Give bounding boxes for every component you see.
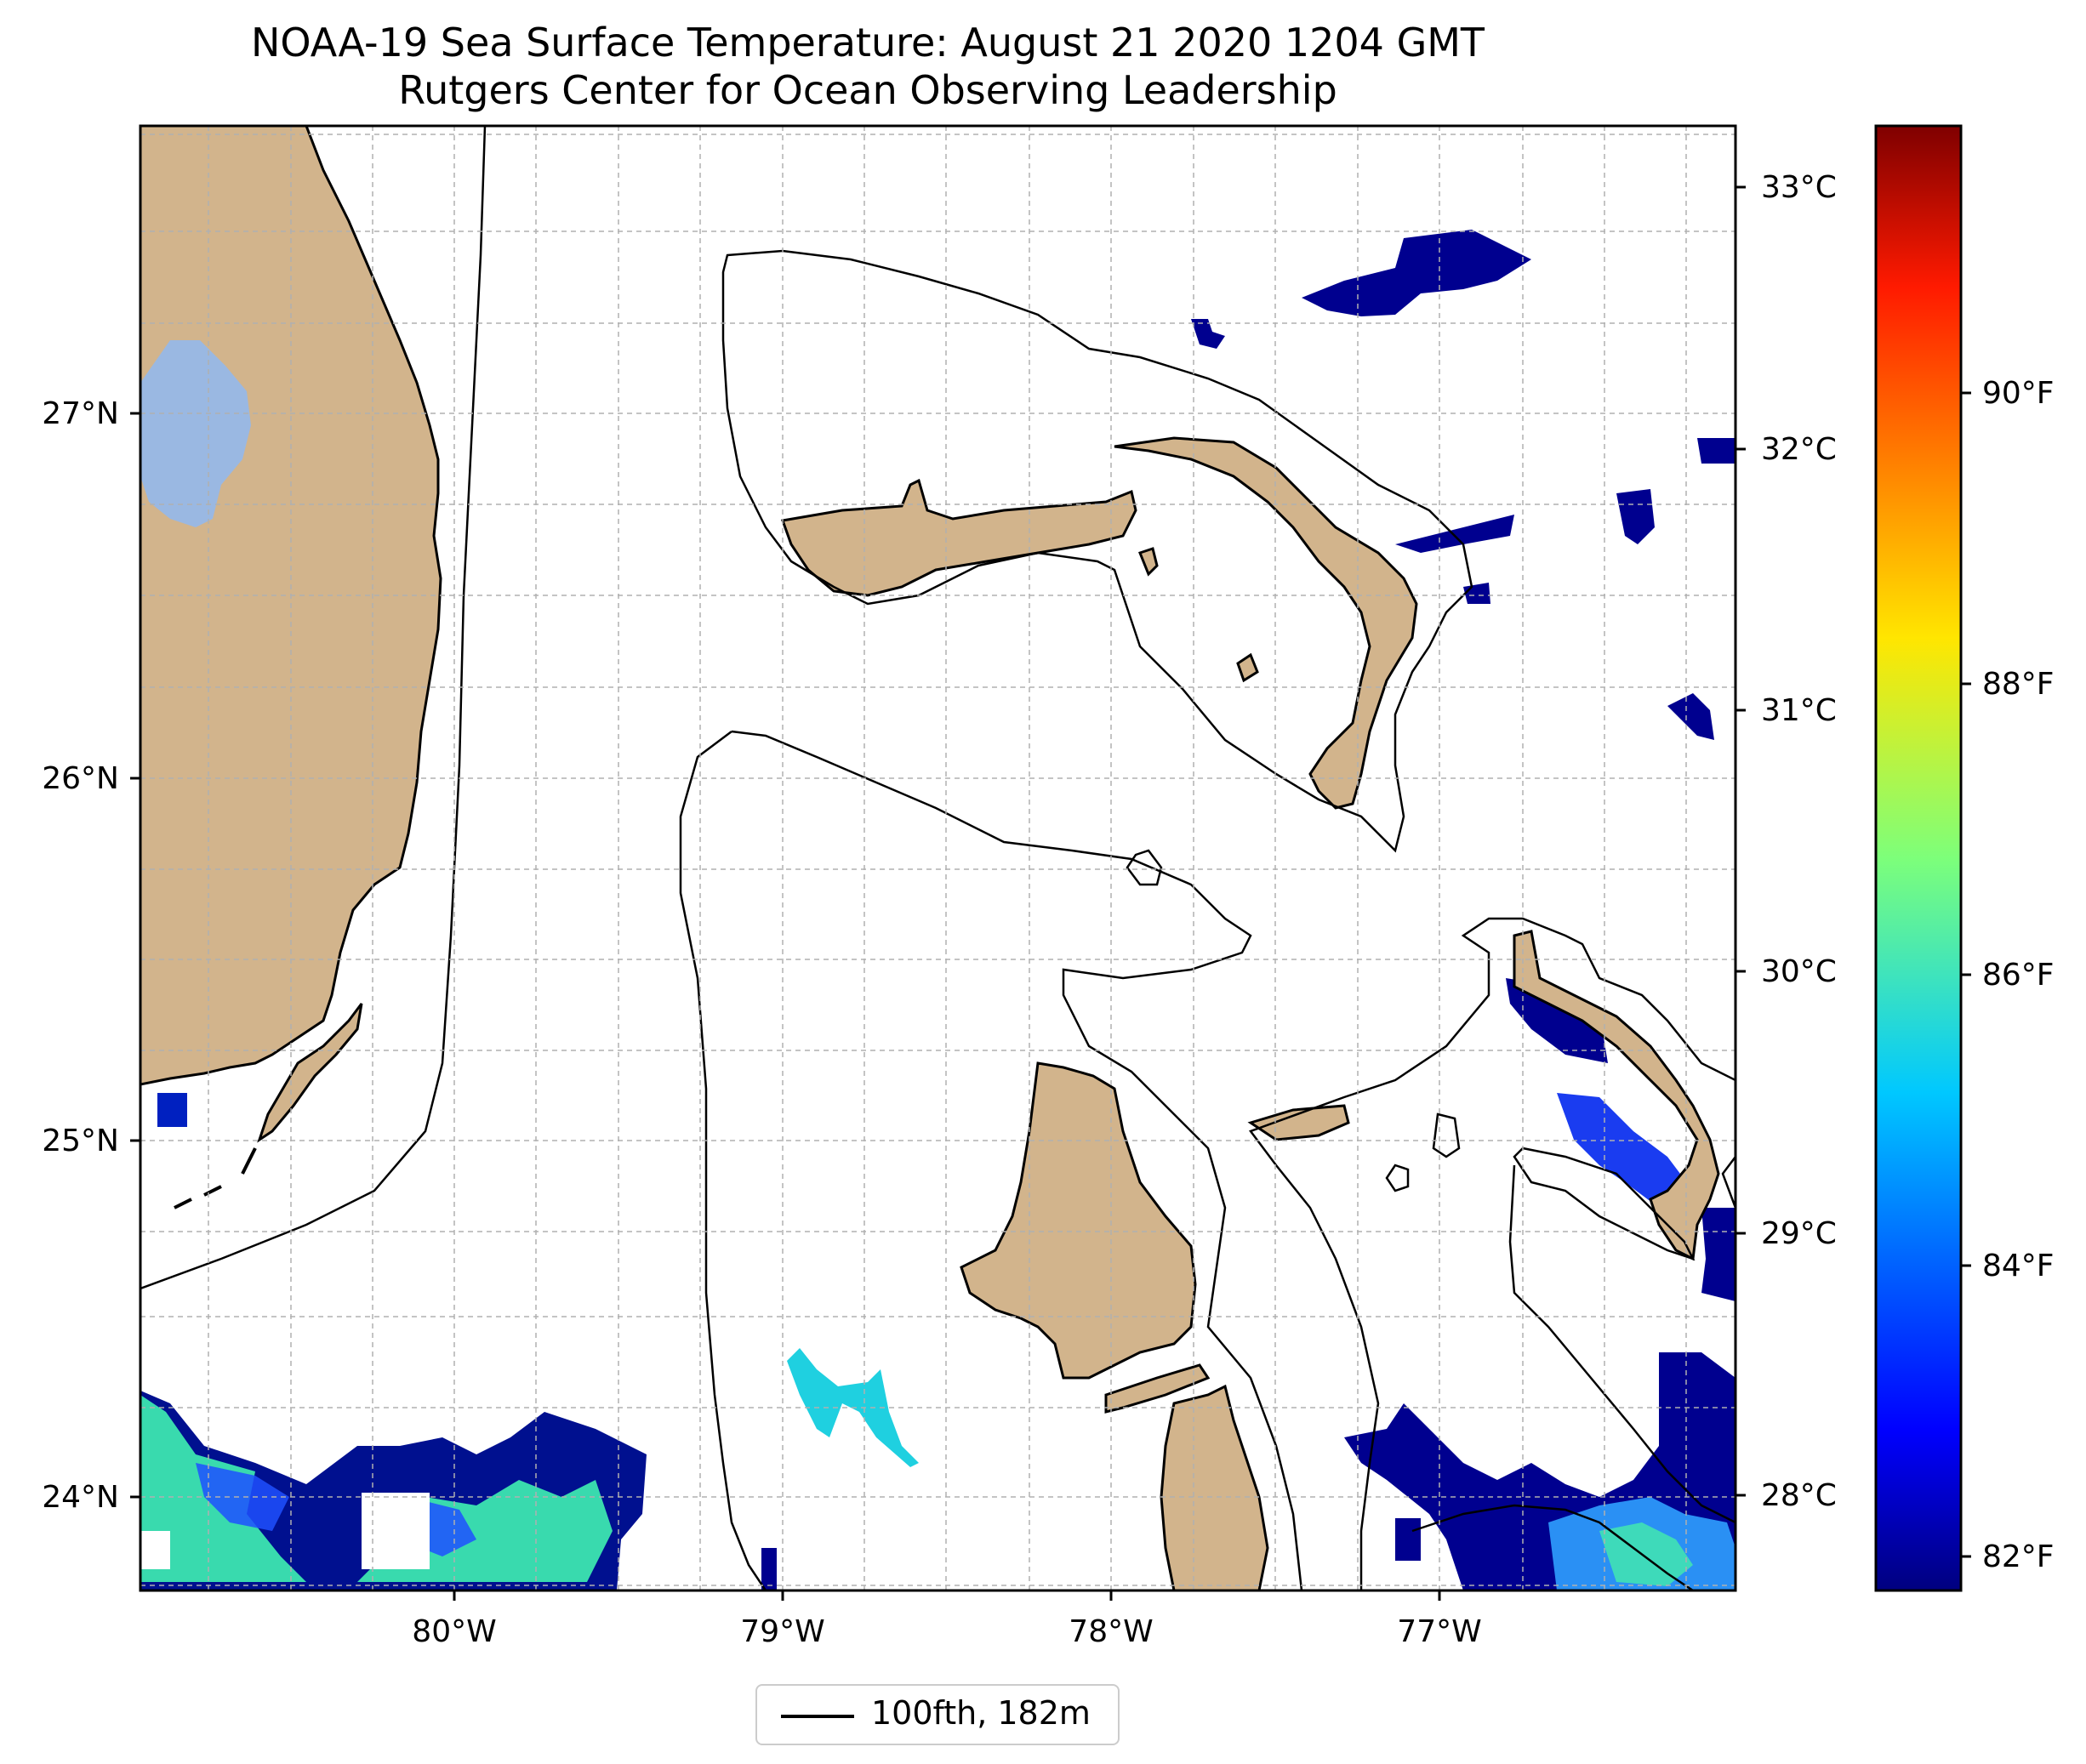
isobath-lines <box>140 126 1735 1590</box>
sst-patch-east-1 <box>1697 438 1735 464</box>
sst-patch-southwest-warm <box>140 1395 613 1582</box>
fahrenheit-label-84: 84°F <box>1982 1249 2055 1283</box>
celsius-label-31: 31°C <box>1761 693 1837 728</box>
sst-patch-south-small <box>761 1548 777 1590</box>
sst-patch-keys <box>157 1093 187 1127</box>
sst-patch-eleuthera-3 <box>1701 1208 1735 1301</box>
eleuthera <box>1513 930 1720 1261</box>
legend-line-swatch <box>781 1715 854 1718</box>
sst-gap <box>362 1493 430 1569</box>
longitude-label-78w: 78°W <box>1069 1614 1153 1649</box>
axis-ticks <box>130 185 1746 1601</box>
latitude-label-24n: 24°N <box>42 1480 119 1515</box>
berry-islands <box>1138 547 1159 577</box>
colorbar <box>1874 124 1963 1592</box>
celsius-label-33: 33°C <box>1761 170 1837 205</box>
lake-okeechobee <box>140 340 251 527</box>
latitude-label-25n: 25°N <box>42 1124 119 1158</box>
sst-gap-edge <box>140 1531 170 1569</box>
sst-patch-eleuthera-2 <box>1557 1093 1693 1216</box>
celsius-label-28: 28°C <box>1761 1478 1837 1513</box>
sst-patch-east-3 <box>1667 693 1714 740</box>
sst-patch-abaco <box>1395 515 1514 553</box>
andros-mid <box>1104 1363 1211 1414</box>
longitude-label-77w: 77°W <box>1397 1614 1481 1649</box>
celsius-label-29: 29°C <box>1761 1216 1837 1251</box>
sst-patch-eleuthera <box>1506 978 1608 1063</box>
legend: 100fth, 182m <box>755 1684 1120 1745</box>
gridlines <box>140 126 1735 1590</box>
fahrenheit-label-86: 86°F <box>1982 958 2055 993</box>
longitude-label-80w: 80°W <box>412 1614 496 1649</box>
sst-patch-north-small <box>1191 319 1225 349</box>
grand-bahama <box>780 478 1137 597</box>
sst-patch-east-2 <box>1616 489 1655 544</box>
map-title: NOAA-19 Sea Surface Temperature: August … <box>250 20 1485 65</box>
fahrenheit-label-88: 88°F <box>1982 667 2055 702</box>
legend-label: 100fth, 182m <box>871 1694 1091 1732</box>
latitude-label-27n: 27°N <box>42 396 119 431</box>
florida-keys <box>257 1003 363 1143</box>
sst-patch-southeast-green <box>1599 1522 1693 1586</box>
sst-patch-northeast <box>1302 230 1531 316</box>
andros-island <box>960 1061 1197 1380</box>
florida-keys-lower <box>174 1147 257 1209</box>
fahrenheit-label-82: 82°F <box>1982 1539 2055 1574</box>
small-cay <box>1236 652 1259 683</box>
great-abaco <box>1114 436 1418 810</box>
sst-patch-southeast-small <box>1395 1518 1421 1561</box>
longitude-label-79w: 79°W <box>740 1614 824 1649</box>
celsius-label-30: 30°C <box>1761 954 1837 989</box>
colorbar-ticks <box>1961 391 1971 1558</box>
celsius-label-32: 32°C <box>1761 432 1837 467</box>
latitude-label-26n: 26°N <box>42 761 119 796</box>
map-frame <box>139 124 1737 1592</box>
fahrenheit-label-90: 90°F <box>1982 376 2055 411</box>
map-subtitle: Rutgers Center for Ocean Observing Leade… <box>398 67 1337 113</box>
